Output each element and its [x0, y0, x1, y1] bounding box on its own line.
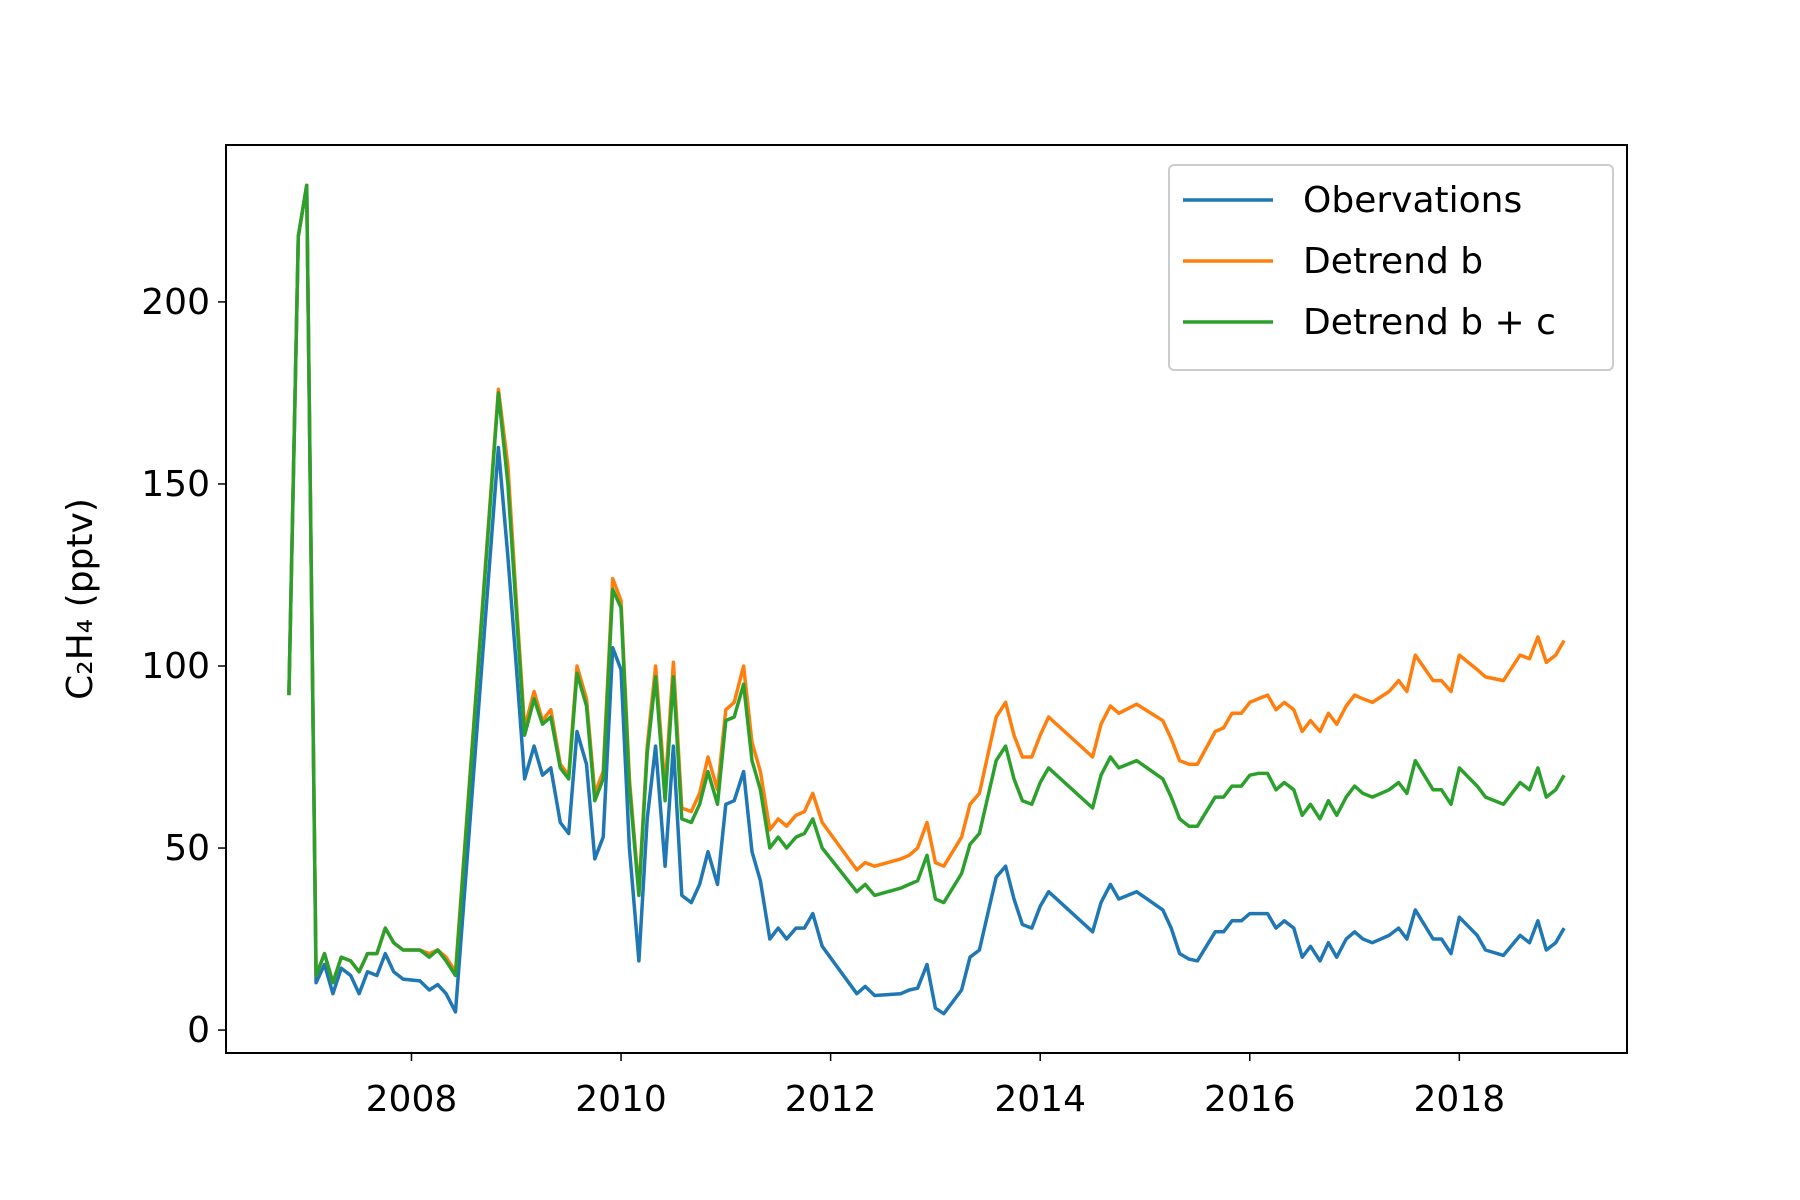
y-tick-label: 150 — [141, 464, 210, 505]
x-tick-label: 2012 — [785, 1079, 877, 1120]
x-tick-label: 2014 — [994, 1079, 1086, 1120]
x-tick-label: 2008 — [366, 1079, 458, 1120]
legend-box — [1168, 164, 1614, 371]
legend-label: Detrend b + c — [1303, 302, 1556, 343]
y-tick-label: 0 — [187, 1010, 210, 1051]
line-series — [287, 183, 1566, 1016]
x-tick-label: 2010 — [575, 1079, 667, 1120]
plot-frame — [225, 144, 1628, 1054]
y-tick-label: 50 — [164, 828, 210, 869]
y-tick-label: 200 — [141, 282, 210, 323]
y-tick-label: 100 — [141, 646, 210, 687]
line-series — [287, 183, 1566, 985]
legend-label: Obervations — [1303, 180, 1522, 221]
legend-label: Detrend b — [1303, 241, 1483, 282]
x-tick-label: 2016 — [1204, 1079, 1296, 1120]
x-tick-label: 2018 — [1414, 1079, 1506, 1120]
y-axis-label: C₂H₄ (pptv) — [60, 498, 101, 700]
